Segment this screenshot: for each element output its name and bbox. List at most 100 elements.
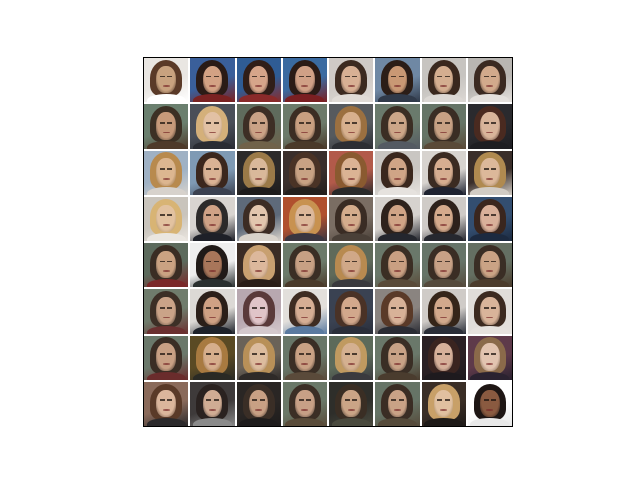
face-shoulders	[377, 325, 417, 334]
face-eyes	[206, 214, 219, 217]
face-skin	[480, 389, 500, 418]
face-shoulders	[285, 325, 325, 334]
face-skin	[480, 158, 500, 186]
face-skin	[156, 389, 176, 418]
face-shoulders	[239, 325, 279, 334]
face-skin	[387, 112, 408, 140]
face-skin	[341, 158, 361, 186]
face-tile	[329, 58, 374, 103]
face-mouth	[255, 409, 263, 411]
face-eyes	[159, 306, 173, 309]
face-mouth	[393, 409, 401, 411]
face-eyes	[298, 399, 312, 402]
face-mouth	[347, 316, 355, 319]
face-mouth	[486, 131, 494, 134]
face-tile	[144, 196, 189, 241]
face-skin	[202, 297, 223, 325]
face-skin	[387, 158, 408, 186]
face-mouth	[208, 131, 216, 134]
face-shoulders	[146, 233, 186, 241]
face-mouth	[393, 224, 401, 226]
face-eyes	[437, 168, 450, 170]
face-skin	[341, 297, 361, 325]
face-mouth	[301, 409, 309, 411]
face-eyes	[391, 168, 404, 170]
face-eyes	[159, 214, 173, 217]
face-tile	[467, 289, 512, 334]
face-shoulders	[377, 371, 417, 380]
face-shoulders	[146, 279, 186, 288]
face-tile	[329, 381, 374, 426]
face-mouth	[347, 409, 355, 411]
face-tile	[329, 335, 374, 380]
face-skin	[295, 343, 315, 371]
face-mouth	[486, 409, 494, 411]
face-tile	[421, 196, 466, 241]
face-skin	[387, 343, 408, 371]
face-mouth	[255, 85, 263, 88]
face-mouth	[347, 362, 355, 365]
face-shoulders	[192, 94, 232, 103]
face-tile	[421, 335, 466, 380]
face-shoulders	[331, 371, 371, 380]
face-eyes	[159, 260, 173, 263]
face-mouth	[393, 362, 401, 365]
face-tile	[421, 150, 466, 195]
face-eyes	[252, 260, 265, 263]
face-mouth	[208, 177, 216, 180]
face-skin	[248, 389, 269, 418]
face-shoulders	[470, 279, 510, 288]
face-skin	[341, 343, 361, 371]
face-shoulders	[377, 279, 417, 288]
face-eyes	[344, 306, 358, 309]
face-mouth	[208, 224, 216, 226]
face-eyes	[391, 306, 404, 309]
face-eyes	[483, 75, 497, 78]
face-tile	[375, 58, 420, 103]
face-eyes	[483, 168, 497, 170]
face-mouth	[486, 177, 494, 180]
face-eyes	[483, 306, 497, 309]
face-tile	[282, 381, 327, 426]
face-mouth	[393, 177, 401, 180]
face-shoulders	[146, 94, 186, 103]
face-shoulders	[239, 418, 279, 426]
face-eyes	[437, 214, 450, 217]
face-skin	[295, 112, 315, 140]
face-eyes	[437, 260, 450, 263]
face-tile	[236, 335, 281, 380]
face-shoulders	[331, 140, 371, 149]
face-eyes	[483, 399, 497, 402]
face-mouth	[301, 362, 309, 365]
face-shoulders	[146, 140, 186, 149]
face-mouth	[162, 316, 170, 319]
face-skin	[295, 297, 315, 325]
face-skin	[480, 204, 500, 233]
face-shoulders	[377, 233, 417, 241]
face-shoulders	[424, 279, 464, 288]
face-tile	[375, 243, 420, 288]
face-mouth	[347, 270, 355, 273]
face-mouth	[255, 224, 263, 226]
face-shoulders	[285, 279, 325, 288]
face-skin	[387, 204, 408, 233]
face-eyes	[206, 121, 219, 124]
face-shoulders	[424, 325, 464, 334]
face-skin	[156, 250, 176, 279]
face-shoulders	[239, 186, 279, 195]
face-skin	[387, 250, 408, 279]
face-tile	[329, 196, 374, 241]
face-tile	[421, 381, 466, 426]
face-shoulders	[424, 418, 464, 426]
face-mouth	[440, 85, 448, 88]
face-mouth	[162, 224, 170, 226]
face-shoulders	[470, 94, 510, 103]
face-skin	[156, 65, 176, 94]
face-shoulders	[331, 186, 371, 195]
face-mouth	[255, 177, 263, 180]
face-shoulders	[192, 186, 232, 195]
face-tile	[282, 150, 327, 195]
face-eyes	[298, 353, 312, 355]
face-skin	[156, 343, 176, 371]
face-skin	[480, 343, 500, 371]
